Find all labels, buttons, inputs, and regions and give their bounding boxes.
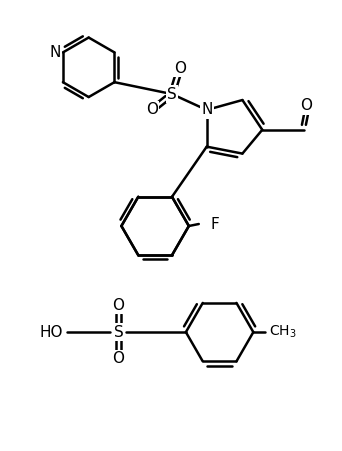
Text: S: S <box>167 87 177 101</box>
Text: N: N <box>201 102 212 117</box>
Text: CH$_3$: CH$_3$ <box>269 324 297 341</box>
Text: S: S <box>114 325 123 340</box>
Text: O: O <box>146 102 158 117</box>
Text: F: F <box>211 216 220 231</box>
Text: HO: HO <box>39 325 63 340</box>
Text: O: O <box>113 298 124 313</box>
Text: O: O <box>174 61 186 76</box>
Text: N: N <box>50 45 61 60</box>
Text: O: O <box>113 351 124 366</box>
Text: O: O <box>300 98 312 114</box>
